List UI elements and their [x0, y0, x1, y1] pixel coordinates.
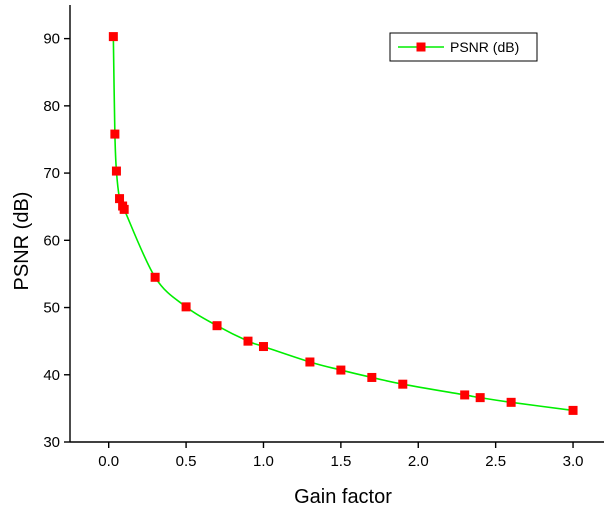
y-tick-label: 60	[43, 232, 60, 249]
data-point	[336, 365, 346, 375]
data-point	[367, 372, 377, 382]
data-point	[115, 194, 125, 204]
x-tick-label: 2.0	[408, 453, 429, 470]
y-tick-label: 30	[43, 434, 60, 451]
data-point	[398, 379, 408, 389]
data-point	[460, 390, 470, 400]
y-tick-label: 50	[43, 300, 60, 317]
x-tick-label: 2.5	[485, 453, 506, 470]
y-axis-title: PSNR (dB)	[11, 192, 33, 291]
legend-box	[389, 32, 538, 62]
legend-label: PSNR (dB)	[450, 39, 519, 55]
data-point	[119, 204, 129, 214]
y-tick-label: 70	[43, 165, 60, 182]
y-tick-label: 90	[43, 31, 60, 48]
data-point	[111, 166, 121, 176]
data-point	[506, 397, 516, 407]
data-point	[258, 342, 268, 352]
series-layer	[108, 32, 578, 415]
y-tick-label: 80	[43, 98, 60, 115]
data-point	[475, 393, 485, 403]
legend: PSNR (dB)	[389, 32, 538, 62]
y-tick-label: 40	[43, 367, 60, 384]
x-tick-label: 0.0	[98, 453, 119, 470]
x-tick-label: 1.5	[330, 453, 351, 470]
data-point	[150, 272, 160, 282]
x-tick-label: 1.0	[253, 453, 274, 470]
data-point	[568, 405, 578, 415]
data-point	[305, 357, 315, 367]
x-tick-label: 0.5	[176, 453, 197, 470]
x-axis-title: Gain factor	[294, 486, 392, 508]
axes: 0.0 0.5 1.0 1.5 2.0 2.5 3.0 30 40 50 60 70 80 90	[43, 5, 604, 470]
x-tick-label: 3.0	[563, 453, 584, 470]
data-point	[110, 129, 120, 139]
data-point	[243, 336, 253, 346]
data-point	[212, 321, 222, 331]
data-point	[181, 302, 191, 312]
legend-marker-swatch	[416, 42, 426, 52]
psnr-series-line	[112, 36, 574, 412]
data-point	[108, 32, 118, 42]
